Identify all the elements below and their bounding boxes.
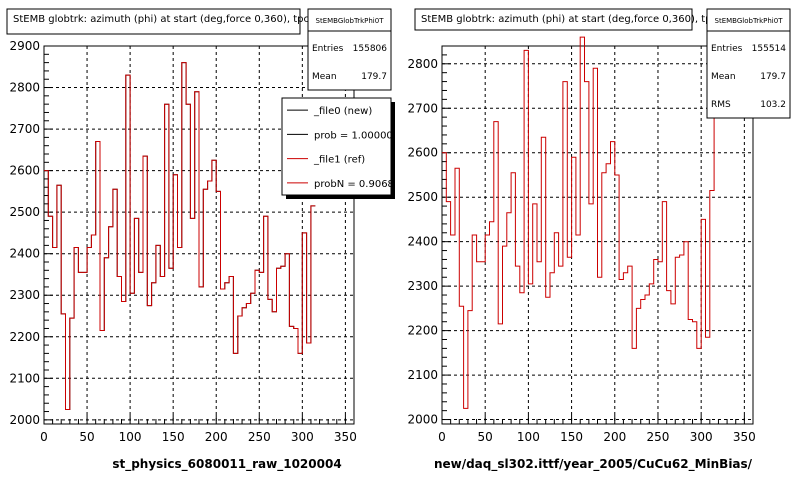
- title-box: [414, 8, 693, 31]
- x-tick-label: 50: [79, 430, 94, 444]
- x-tick-label: 300: [690, 430, 713, 444]
- y-tick-label: 2600: [407, 146, 438, 160]
- stats-name: StEMBGlobTrkPhi0T: [715, 17, 784, 25]
- x-tick-label: 0: [40, 430, 48, 444]
- stats-value: 179.7: [361, 72, 387, 82]
- stats-label: Entries: [312, 44, 344, 54]
- x-tick-label: 150: [560, 430, 583, 444]
- y-tick-label: 2100: [407, 368, 438, 382]
- stats-box: [706, 8, 791, 119]
- x-axis-caption: new/daq_sl302.ittf/year_2005/CuCu62_MinB…: [434, 457, 753, 472]
- title-box: [6, 8, 301, 35]
- y-tick-label: 2800: [9, 81, 40, 95]
- stats-name: StEMBGlobTrkPhi0T: [316, 17, 385, 25]
- y-tick-label: 2200: [407, 324, 438, 338]
- y-tick-label: 2300: [407, 279, 438, 293]
- legend-box: [281, 97, 392, 196]
- y-tick-label: 2500: [9, 205, 40, 219]
- y-tick-label: 2400: [407, 235, 438, 249]
- stats-label: Entries: [711, 44, 743, 54]
- legend-label: _file1 (ref): [313, 155, 365, 166]
- x-tick-label: 0: [438, 430, 446, 444]
- x-tick-label: 200: [603, 430, 626, 444]
- plot-title: StEMB globtrk: azimuth (phi) at start (d…: [13, 14, 309, 25]
- legend-label: probN = 0.906878: [314, 179, 407, 190]
- histogram-panel-1: 2000210022002300240025002600270028002900…: [6, 8, 407, 472]
- legend-label: _file0 (new): [313, 106, 372, 117]
- stats-value: 103.2: [760, 100, 786, 110]
- x-tick-label: 350: [733, 430, 756, 444]
- x-tick-label: 50: [478, 430, 493, 444]
- stats-label: Mean: [711, 72, 736, 82]
- stats-box: [307, 8, 392, 91]
- y-tick-label: 2700: [9, 122, 40, 136]
- y-tick-label: 2300: [9, 288, 40, 302]
- y-tick-label: 2000: [407, 413, 438, 427]
- plot-title: StEMB globtrk: azimuth (phi) at start (d…: [421, 14, 717, 25]
- stats-label: RMS: [711, 100, 731, 110]
- x-tick-label: 350: [334, 430, 357, 444]
- legend-label: prob = 1.000000: [314, 130, 399, 141]
- y-tick-label: 2800: [407, 57, 438, 71]
- legend: _file0 (new) prob = 1.000000 _file1 (ref) p…: [287, 106, 407, 190]
- histogram-panel-2: 2000 2100 2200 2300 2400 2500 2600 2700 2800 0 50 1…: [407, 8, 791, 472]
- x-tick-label: 100: [119, 430, 142, 444]
- stats-value: 155514: [752, 44, 787, 54]
- stats-value: 155806: [353, 44, 388, 54]
- y-tick-label: 2400: [9, 247, 40, 261]
- stats-label: Mean: [312, 72, 337, 82]
- y-tick-label: 2100: [9, 371, 40, 385]
- x-tick-label: 300: [291, 430, 314, 444]
- y-tick-label: 2600: [9, 164, 40, 178]
- x-axis-caption: st_physics_6080011_raw_1020004: [112, 457, 341, 472]
- stats-value: 179.7: [760, 72, 786, 82]
- y-tick-label: 2500: [407, 190, 438, 204]
- x-tick-label: 250: [248, 430, 271, 444]
- x-tick-label: 100: [517, 430, 540, 444]
- histogram-series-1: [442, 36, 723, 409]
- x-tick-label: 150: [162, 430, 185, 444]
- y-tick-label: 2700: [407, 101, 438, 115]
- y-tick-label: 2200: [9, 330, 40, 344]
- x-tick-label: 250: [647, 430, 670, 444]
- x-tick-label: 200: [205, 430, 228, 444]
- histogram-series-2: [44, 62, 316, 410]
- y-tick-label: 2900: [9, 39, 40, 53]
- y-tick-label: 2000: [9, 413, 40, 427]
